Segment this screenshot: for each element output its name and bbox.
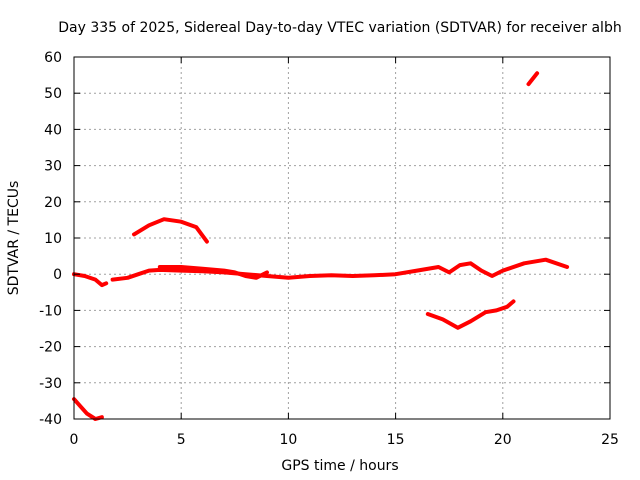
series-group bbox=[72, 71, 570, 421]
y-tick-label: 20 bbox=[44, 195, 62, 211]
series-line-sat-g bbox=[526, 71, 540, 87]
y-tick-label: 0 bbox=[53, 267, 62, 283]
series-line-sat-d bbox=[157, 265, 269, 280]
y-tick-labels: -40 -30 -20 -10 0 10 20 30 40 50 60 bbox=[39, 50, 62, 428]
y-tick-label: 60 bbox=[44, 50, 62, 66]
series-line-sat-f bbox=[425, 299, 516, 330]
x-tick-label: 0 bbox=[70, 432, 79, 448]
x-tick-label: 15 bbox=[387, 432, 405, 448]
y-tick-label: -10 bbox=[39, 303, 62, 319]
x-tick-label: 25 bbox=[601, 432, 619, 448]
y-tick-label: -20 bbox=[39, 340, 62, 356]
y-tick-label: 30 bbox=[44, 159, 62, 175]
chart-title: Day 335 of 2025, Sidereal Day-to-day VTE… bbox=[58, 20, 621, 36]
x-tick-labels: 0 5 10 15 20 25 bbox=[70, 432, 619, 448]
y-tick-label: -40 bbox=[39, 412, 62, 428]
y-tick-label: 50 bbox=[44, 86, 62, 102]
y-tick-label: -30 bbox=[39, 376, 62, 392]
series-line-sat-a bbox=[72, 272, 109, 288]
series-line-sat-c bbox=[110, 257, 570, 282]
plot-frame bbox=[73, 56, 611, 420]
y-tick-label: 10 bbox=[44, 231, 62, 247]
series-line-sat-e bbox=[132, 217, 209, 244]
y-tick-label: 40 bbox=[44, 122, 62, 138]
grid bbox=[74, 57, 610, 419]
x-axis-title: GPS time / hours bbox=[281, 458, 398, 474]
y-axis-title: SDTVAR / TECUs bbox=[6, 181, 22, 296]
x-tick-label: 20 bbox=[494, 432, 512, 448]
x-tick-label: 5 bbox=[177, 432, 186, 448]
x-tick-label: 10 bbox=[279, 432, 297, 448]
series-line-sat-b bbox=[72, 397, 104, 421]
